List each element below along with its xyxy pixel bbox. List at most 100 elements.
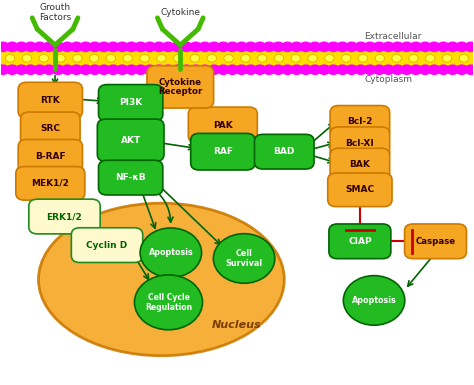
- Circle shape: [290, 64, 303, 75]
- Text: BAK: BAK: [349, 160, 370, 169]
- Circle shape: [409, 64, 422, 75]
- Circle shape: [419, 64, 432, 75]
- Circle shape: [79, 42, 92, 52]
- Circle shape: [5, 54, 15, 62]
- Text: PI3K: PI3K: [119, 99, 142, 107]
- Circle shape: [272, 42, 285, 52]
- Circle shape: [42, 64, 55, 75]
- Circle shape: [364, 64, 377, 75]
- Circle shape: [134, 64, 147, 75]
- Circle shape: [190, 54, 200, 62]
- Text: ERK1/2: ERK1/2: [46, 212, 82, 221]
- FancyBboxPatch shape: [20, 112, 80, 146]
- Circle shape: [189, 42, 202, 52]
- Circle shape: [0, 64, 9, 75]
- Circle shape: [253, 42, 266, 52]
- Circle shape: [409, 54, 418, 62]
- Circle shape: [308, 54, 318, 62]
- Circle shape: [162, 64, 175, 75]
- Circle shape: [171, 64, 184, 75]
- Circle shape: [153, 42, 165, 52]
- Circle shape: [391, 42, 404, 52]
- Text: Cyclin D: Cyclin D: [86, 241, 128, 249]
- Circle shape: [116, 64, 129, 75]
- Circle shape: [24, 42, 37, 52]
- FancyBboxPatch shape: [330, 105, 390, 138]
- Circle shape: [15, 42, 28, 52]
- Circle shape: [135, 275, 202, 330]
- Circle shape: [224, 54, 233, 62]
- Bar: [0, 50, 474, 67]
- FancyBboxPatch shape: [329, 224, 391, 259]
- Circle shape: [140, 54, 149, 62]
- Circle shape: [354, 64, 367, 75]
- Circle shape: [213, 234, 275, 283]
- Text: Apoptosis: Apoptosis: [148, 248, 193, 257]
- Circle shape: [156, 54, 166, 62]
- Circle shape: [400, 64, 413, 75]
- Circle shape: [373, 42, 386, 52]
- Circle shape: [419, 42, 432, 52]
- FancyBboxPatch shape: [16, 167, 85, 200]
- Circle shape: [274, 54, 284, 62]
- Text: Cytokine
Receptor: Cytokine Receptor: [158, 77, 202, 96]
- Circle shape: [88, 42, 101, 52]
- Text: Extracellular: Extracellular: [365, 32, 422, 41]
- Circle shape: [364, 42, 377, 52]
- Text: Grouth
Factors: Grouth Factors: [39, 3, 71, 22]
- Circle shape: [52, 64, 65, 75]
- Circle shape: [198, 64, 211, 75]
- Circle shape: [299, 64, 312, 75]
- Circle shape: [116, 42, 129, 52]
- Circle shape: [446, 42, 459, 52]
- Circle shape: [39, 54, 48, 62]
- Text: Cell Cycle
Regulation: Cell Cycle Regulation: [145, 293, 192, 312]
- Circle shape: [61, 64, 74, 75]
- Circle shape: [459, 54, 469, 62]
- Circle shape: [465, 64, 474, 75]
- Text: RAF: RAF: [213, 147, 233, 156]
- Circle shape: [107, 64, 120, 75]
- Circle shape: [0, 42, 9, 52]
- FancyBboxPatch shape: [188, 107, 257, 143]
- Circle shape: [208, 64, 221, 75]
- Circle shape: [391, 64, 404, 75]
- Circle shape: [428, 64, 441, 75]
- FancyBboxPatch shape: [99, 85, 163, 121]
- Circle shape: [173, 54, 183, 62]
- Circle shape: [217, 64, 230, 75]
- Circle shape: [392, 54, 401, 62]
- Circle shape: [336, 64, 349, 75]
- Circle shape: [442, 54, 452, 62]
- Circle shape: [42, 42, 55, 52]
- Text: Cell
Survival: Cell Survival: [226, 249, 263, 268]
- Text: Nucleus: Nucleus: [212, 320, 262, 330]
- Circle shape: [345, 42, 358, 52]
- Circle shape: [61, 42, 74, 52]
- Circle shape: [375, 54, 384, 62]
- FancyBboxPatch shape: [191, 133, 255, 170]
- FancyBboxPatch shape: [29, 199, 100, 234]
- Circle shape: [428, 42, 441, 52]
- Text: BAD: BAD: [273, 147, 295, 156]
- Circle shape: [90, 54, 99, 62]
- Circle shape: [134, 42, 147, 52]
- Text: SRC: SRC: [40, 124, 60, 133]
- Circle shape: [15, 64, 28, 75]
- Text: Caspase: Caspase: [415, 237, 456, 246]
- Circle shape: [207, 54, 217, 62]
- Circle shape: [140, 228, 201, 278]
- Circle shape: [354, 42, 367, 52]
- Circle shape: [6, 64, 19, 75]
- Circle shape: [272, 64, 285, 75]
- FancyBboxPatch shape: [328, 173, 392, 207]
- Circle shape: [290, 42, 303, 52]
- FancyBboxPatch shape: [97, 119, 164, 161]
- Circle shape: [24, 64, 37, 75]
- Text: NF-κB: NF-κB: [115, 173, 146, 182]
- Circle shape: [341, 54, 351, 62]
- Circle shape: [309, 64, 321, 75]
- Circle shape: [455, 42, 468, 52]
- Text: Cytoplasm: Cytoplasm: [365, 75, 412, 84]
- Circle shape: [437, 42, 450, 52]
